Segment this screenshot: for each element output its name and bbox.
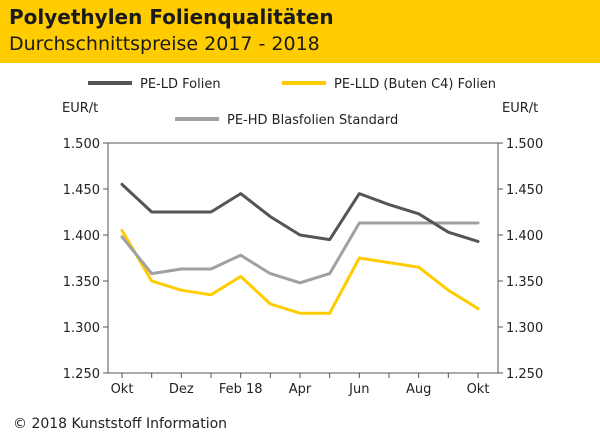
y-axis-left: 1.250 1.300 1.350 1.400 1.450 1.500: [63, 137, 108, 382]
y-tick-label-right: 1.450: [506, 183, 543, 198]
y-tick-label-right: 1.300: [506, 321, 543, 336]
y-tick-label-left: 1.350: [63, 275, 100, 290]
x-tick-label: Dez: [169, 382, 194, 397]
series-lines: [120, 182, 480, 315]
chart-title: Polyethylen Folienqualitäten: [9, 5, 334, 29]
series-line-1: [120, 228, 480, 315]
plot-area-frame: [107, 142, 499, 374]
y-tick-label-left: 1.450: [63, 183, 100, 198]
legend-label-1: PE-LLD (Buten C4) Folien: [334, 77, 496, 92]
y-axis-label-right: EUR/t: [502, 101, 538, 116]
x-tick-label: Okt: [467, 382, 490, 397]
chart-legend: PE-LD Folien PE-LLD (Buten C4) Folien PE-H…: [88, 77, 496, 128]
y-tick-label-right: 1.250: [506, 367, 543, 382]
y-tick-label-right: 1.500: [506, 137, 543, 152]
x-tick-label: Feb 18: [219, 382, 263, 397]
y-tick-label-left: 1.300: [63, 321, 100, 336]
header-bar: Polyethylen Folienqualitäten Durchschnit…: [0, 0, 600, 63]
legend-label-2: PE-HD Blasfolien Standard: [227, 113, 398, 128]
y-axis-right: 1.250 1.300 1.350 1.400 1.450 1.500: [498, 137, 543, 382]
y-tick-label-right: 1.350: [506, 275, 543, 290]
y-tick-label-left: 1.500: [63, 137, 100, 152]
chart-subtitle: Durchschnittspreise 2017 - 2018: [9, 33, 320, 55]
copyright-note: © 2018 Kunststoff Information: [13, 416, 228, 432]
y-tick-label-right: 1.400: [506, 229, 543, 244]
line-chart: PE-LD Folien PE-LLD (Buten C4) Folien PE-H…: [62, 77, 543, 397]
x-tick-label: Aug: [406, 382, 431, 397]
x-axis: Okt Dez Feb 18 Apr Jun Aug Okt: [111, 373, 490, 397]
series-line-0: [120, 182, 480, 243]
x-tick-label: Apr: [289, 382, 312, 397]
y-axis-label-left: EUR/t: [62, 101, 98, 116]
y-tick-label-left: 1.250: [63, 367, 100, 382]
legend-label-0: PE-LD Folien: [140, 77, 221, 92]
x-tick-label: Okt: [111, 382, 134, 397]
y-tick-label-left: 1.400: [63, 229, 100, 244]
x-tick-label: Jun: [348, 382, 369, 397]
series-line-2: [120, 221, 480, 285]
